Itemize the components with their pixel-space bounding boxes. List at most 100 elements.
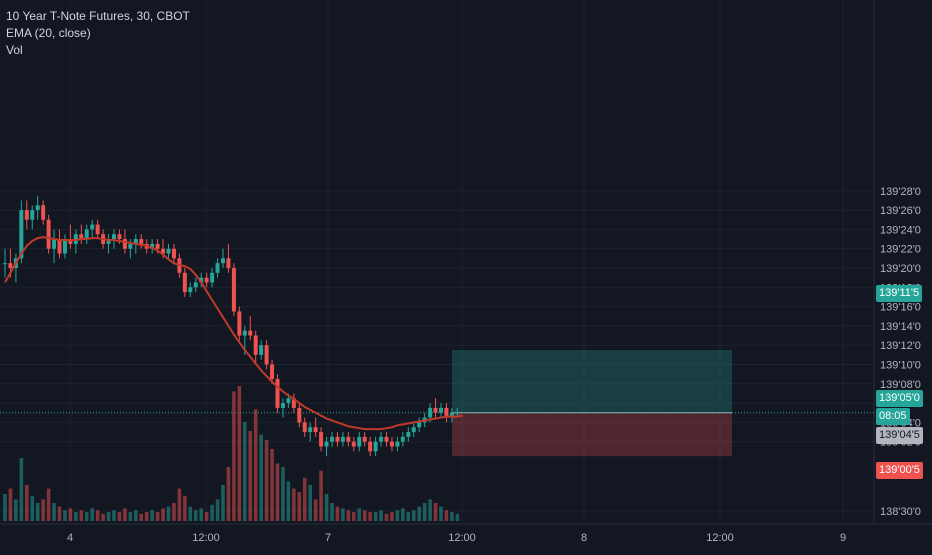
volume-bar [368,512,372,521]
price-tick-label: 139'24'0 [880,224,921,236]
volume-bar [308,485,312,521]
candle-body [248,330,253,336]
volume-bar [428,499,432,521]
volume-bar [144,512,149,521]
candle-body [155,243,160,249]
candle-body [90,224,95,230]
candle-body [161,248,166,254]
candle-body [379,436,384,442]
price-tick-label: 139'26'0 [880,205,921,217]
volume-bar [324,494,329,521]
volume-bar [8,488,13,521]
volume-bar [41,499,45,521]
volume-bar [313,499,318,521]
price-tick-label: 139'20'0 [880,263,921,275]
candle-body [171,248,176,259]
candle-body [400,436,405,442]
candle-body [286,398,291,404]
time-tick-label: 4 [67,532,73,544]
volume-bar [444,510,449,521]
candle-body [351,441,356,447]
time-tick-label: 9 [840,532,846,544]
volume-bar [292,488,296,521]
volume-bar [286,481,291,521]
candle-body [428,407,433,418]
volume-bar [150,510,154,521]
volume-bar [35,503,40,521]
candle-body [433,407,438,413]
volume-bar [139,513,144,521]
volume-bar [232,391,236,521]
candle-body [41,205,46,220]
bar-countdown-label: 08:05 [876,408,910,425]
candle-body [313,427,318,433]
candle-body [68,239,73,244]
symbol-title[interactable]: 10 Year T-Note Futures, 30, CBOT [6,9,190,23]
time-tick-label: 7 [325,532,331,544]
candle-body [439,407,443,413]
volume-bar [243,422,247,521]
volume-bar [95,510,100,521]
candle-body [204,277,209,283]
candle-body [291,398,296,408]
ema-indicator-label[interactable]: EMA (20, close) [6,26,91,40]
volume-bar [433,503,438,521]
volume-bar [63,510,67,521]
price-tick-label: 139'08'0 [880,379,921,391]
volume-bar [259,434,263,521]
volume-bar [3,494,7,521]
volume-bar [346,510,351,521]
candle-body [297,407,302,423]
volume-bar [248,431,253,521]
volume-bar [14,499,18,521]
candle-body [330,436,334,442]
candle-body [389,441,394,447]
candle-body [368,441,373,452]
candle-body [210,272,215,283]
candle-body [264,345,269,365]
candle-body [128,243,133,249]
target-price-label: 139'11'5 [876,285,923,302]
volume-bar [117,512,122,521]
chart-legend: 10 Year T-Note Futures, 30, CBOT EMA (20… [6,8,190,59]
volume-bar [401,508,405,521]
volume-bar [362,510,367,521]
volume-bar [297,492,302,521]
candle-body [373,441,378,452]
volume-bar [134,510,138,521]
volume-bar [281,467,285,521]
volume-bar [193,510,198,521]
candle-body [79,234,84,240]
volume-bar [439,506,443,521]
volume-bar [46,488,51,521]
time-tick-label: 12:00 [448,532,476,544]
price-tick-label: 138'30'0 [880,506,921,518]
volume-bar [215,499,220,521]
candle-body [122,239,127,249]
time-tick-label: 12:00 [706,532,734,544]
price-tick-label: 139'16'0 [880,302,921,314]
ema-line [4,236,463,431]
volume-bar [264,440,269,521]
price-tick-label: 139'22'0 [880,244,921,256]
volume-bar [172,503,176,521]
candle-body [362,436,367,442]
candle-body [52,239,57,249]
volume-bar [57,506,62,521]
candle-body [199,277,204,283]
candle-body [280,403,285,408]
candle-body [237,311,242,336]
candle-body [335,436,340,442]
candle-body [30,210,35,220]
time-tick-label: 12:00 [192,532,220,544]
volume-bar [123,508,127,521]
candle-body [35,205,40,211]
candle-body [444,407,449,418]
candle-body [106,239,111,244]
volume-indicator-label[interactable]: Vol [6,43,23,57]
volume-bar [210,504,214,521]
volume-bar [101,513,105,521]
volume-bar [379,510,383,521]
